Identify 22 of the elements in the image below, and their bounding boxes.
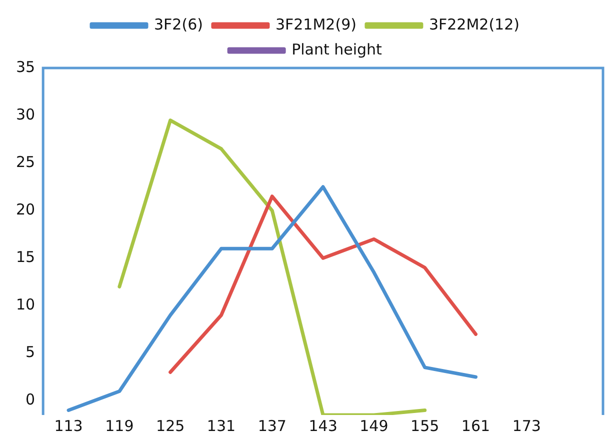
- y-tick-label: 25: [16, 152, 36, 171]
- x-tick-label: 155: [410, 416, 440, 435]
- x-tick-label: 173: [512, 416, 541, 435]
- legend-label: 3F22M2(12): [428, 15, 520, 34]
- y-tick-label: 15: [16, 248, 36, 266]
- y-tick-label: 0: [26, 390, 36, 409]
- y-tick-label: 10: [16, 296, 36, 314]
- x-tick-label: 119: [105, 416, 134, 435]
- legend-label: 3F21M2(9): [275, 15, 356, 34]
- y-tick-label: 30: [16, 105, 36, 124]
- legend-label: 3F2(6): [154, 15, 203, 34]
- y-tick-label: 35: [16, 58, 36, 76]
- x-tick-label: 137: [258, 416, 286, 435]
- y-tick-label: 5: [26, 343, 36, 362]
- x-tick-label: 149: [360, 416, 388, 435]
- x-tick-label: 131: [206, 416, 236, 435]
- x-tick-label: 143: [308, 416, 338, 435]
- y-tick-label: 20: [16, 200, 36, 218]
- legend-label: Plant height: [292, 40, 382, 58]
- x-tick-label: 125: [156, 416, 185, 435]
- x-tick-label: 113: [54, 416, 83, 435]
- x-tick-label: 161: [461, 416, 490, 435]
